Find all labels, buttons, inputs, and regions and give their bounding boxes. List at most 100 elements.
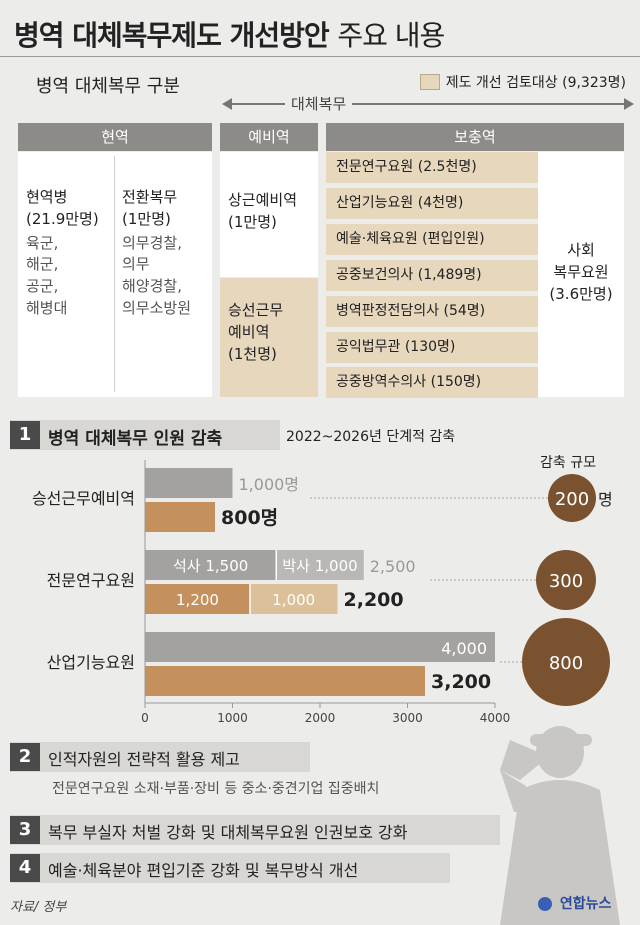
x-tick-label: 1000 <box>217 711 248 725</box>
section-3-number: 3 <box>10 816 40 844</box>
reserve-item-2: 승선근무 예비역 (1천명) <box>228 300 283 365</box>
reduction-value: 200 <box>555 489 589 510</box>
x-tick-label: 0 <box>141 711 149 725</box>
segment-label: 박사 1,000 <box>282 557 357 575</box>
section-1-note: 2022~2026년 단계적 감축 <box>286 429 456 445</box>
social-count: (3.6만명) <box>549 284 613 303</box>
active-col1-item: 육군, <box>26 233 59 252</box>
supp-row: 공중방역수의사 (150명) <box>326 367 538 398</box>
section-3-bar <box>10 815 500 845</box>
reserve-item-1: 상근예비역 (1만명) <box>228 190 297 234</box>
active-col1-count: (21.9만명) <box>26 209 99 228</box>
section-1-number: 1 <box>10 421 40 449</box>
bar-segment <box>145 468 233 498</box>
legend-swatch <box>419 74 440 90</box>
legend-label: 제도 개선 검토대상 (9,323명) <box>445 75 626 91</box>
section-3-title: 복무 부실자 처벌 강화 및 대체복무요원 인권보호 강화 <box>48 823 408 842</box>
logo-mark-icon <box>538 897 552 911</box>
social-line1: 사회 <box>567 241 595 259</box>
title-divider <box>0 56 640 57</box>
yonhap-logo: 연합뉴스 <box>538 893 611 913</box>
bar-total-label: 3,200 <box>431 671 491 693</box>
bar-total-label: 800명 <box>221 507 278 529</box>
supp-row: 예술·체육요원 (편입인원) <box>326 224 538 255</box>
category-label: 산업기능요원 <box>47 653 135 672</box>
title-bold: 병역 대체복무제도 개선방안 <box>14 19 330 52</box>
active-col1-item: 해군, <box>26 255 59 274</box>
saluting-soldier-icon <box>500 726 620 925</box>
active-col2-item: 해양경찰, <box>122 277 182 295</box>
supp-row: 산업기능요원 (4천명) <box>326 188 538 219</box>
reduction-value: 300 <box>549 571 583 592</box>
reduction-unit: 명 <box>598 490 613 509</box>
logo-text: 연합뉴스 <box>559 896 612 912</box>
bar-segment <box>250 584 338 614</box>
reserve-item2-line2: 예비역 <box>228 322 270 341</box>
active-col2: 전환복무 (1만명) 의무경찰, 의무 해양경찰, 의무소방원 <box>122 187 191 320</box>
reduction-circle <box>522 618 610 706</box>
section-2-note: 전문연구요원 소재·부품·장비 등 중소·중견기업 집중배치 <box>52 781 380 797</box>
page-title: 병역 대체복무제도 개선방안 주요 내용 <box>14 14 445 54</box>
supp-row: 공중보건의사 (1,489명) <box>326 260 538 291</box>
active-col2-count: (1만명) <box>122 209 171 228</box>
reserve-item2-line1: 승선근무 <box>228 301 284 319</box>
active-col2-item: 의무 <box>122 255 150 274</box>
bar-total-label: 2,500 <box>370 557 416 576</box>
arrow-right-icon <box>624 98 634 110</box>
reduction-value: 800 <box>549 653 583 674</box>
social-box <box>538 152 624 397</box>
reduction-circle <box>548 474 596 522</box>
section-4-title: 예술·체육분야 편입기준 강화 및 복무방식 개선 <box>48 861 359 880</box>
alt-service-label: 대체복무 <box>285 93 353 114</box>
bar-segment <box>145 502 215 532</box>
reserve-header: 예비역 <box>220 123 318 151</box>
section-2-title: 인적자원의 전략적 활용 제고 <box>48 750 240 769</box>
x-tick-label: 2000 <box>305 711 336 725</box>
reduction-title: 감축 규모 <box>540 455 596 471</box>
bar-total-label: 1,000명 <box>239 475 300 494</box>
social-service: 사회 복무요원 (3.6만명) <box>546 240 616 305</box>
reduction-circle <box>536 550 596 610</box>
supp-row: 병역판정전담의사 (54명) <box>326 296 538 327</box>
reserve-box-1 <box>220 152 318 277</box>
source-note: 자료/ 정부 <box>10 900 67 915</box>
bar-total-label: 4,000 <box>441 639 487 658</box>
active-header: 현역 <box>18 123 212 151</box>
title-light: 주요 내용 <box>337 19 445 52</box>
active-col2-item: 의무경찰, <box>122 233 182 252</box>
active-col2-title: 전환복무 <box>122 188 178 206</box>
bar-segment <box>145 550 277 580</box>
section-4-bar <box>10 853 450 883</box>
category-label: 전문연구요원 <box>47 571 135 590</box>
section-2-number: 2 <box>10 743 40 771</box>
section-2-bar <box>10 742 310 772</box>
reserve-box-2 <box>220 278 318 397</box>
active-col1-title: 현역병 <box>26 188 68 206</box>
section-4-number: 4 <box>10 854 40 882</box>
social-line2: 복무요원 <box>553 262 609 281</box>
arrow-left-icon <box>222 98 232 110</box>
section-1-title: 병역 대체복무 인원 감축 <box>48 429 223 449</box>
classification-heading: 병역 대체복무 구분 <box>36 76 180 97</box>
active-col2-item: 의무소방원 <box>122 298 192 317</box>
bar-total-label: 2,200 <box>344 589 404 611</box>
bar-segment <box>276 550 364 580</box>
reserve-item1-count: (1만명) <box>228 212 277 231</box>
supplementary-header: 보충역 <box>326 123 624 151</box>
legend: 제도 개선 검토대상 (9,323명) <box>419 72 626 92</box>
active-divider <box>114 156 115 392</box>
segment-label: 1,000 <box>272 591 315 609</box>
category-label: 승선근무예비역 <box>32 489 135 508</box>
alt-service-arrow <box>222 98 634 110</box>
active-col1: 현역병 (21.9만명) 육군, 해군, 공군, 해병대 <box>26 187 99 320</box>
supp-row: 전문연구요원 (2.5천명) <box>326 152 538 183</box>
bar-segment <box>145 666 425 696</box>
reserve-item2-count: (1천명) <box>228 344 277 363</box>
x-tick-label: 3000 <box>392 711 423 725</box>
active-col1-item: 해병대 <box>26 298 68 317</box>
section-1-bar <box>10 420 280 450</box>
supp-row: 공익법무관 (130명) <box>326 332 538 363</box>
segment-label: 1,200 <box>176 591 219 609</box>
bar-segment <box>145 584 250 614</box>
